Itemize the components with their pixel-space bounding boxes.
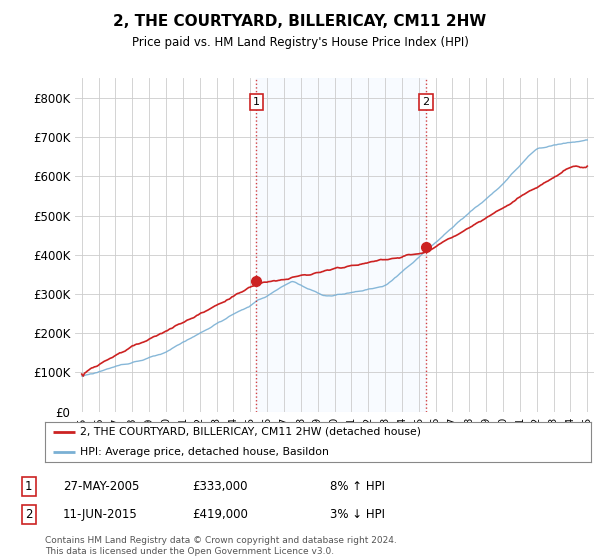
Bar [256, 78, 426, 412]
Text: 2: 2 [422, 97, 430, 107]
Text: 8% ↑ HPI: 8% ↑ HPI [330, 480, 385, 493]
Text: 27-MAY-2005: 27-MAY-2005 [63, 480, 139, 493]
Text: 2: 2 [25, 508, 32, 521]
Text: £419,000: £419,000 [192, 508, 248, 521]
Text: HPI: Average price, detached house, Basildon: HPI: Average price, detached house, Basi… [80, 447, 329, 457]
Text: 1: 1 [253, 97, 260, 107]
Text: £333,000: £333,000 [192, 480, 248, 493]
Text: Price paid vs. HM Land Registry's House Price Index (HPI): Price paid vs. HM Land Registry's House … [131, 36, 469, 49]
Text: 11-JUN-2015: 11-JUN-2015 [63, 508, 138, 521]
Text: 2, THE COURTYARD, BILLERICAY, CM11 2HW: 2, THE COURTYARD, BILLERICAY, CM11 2HW [113, 14, 487, 29]
Text: 2, THE COURTYARD, BILLERICAY, CM11 2HW (detached house): 2, THE COURTYARD, BILLERICAY, CM11 2HW (… [80, 427, 421, 437]
Text: Contains HM Land Registry data © Crown copyright and database right 2024.
This d: Contains HM Land Registry data © Crown c… [45, 536, 397, 556]
Text: 1: 1 [25, 480, 32, 493]
Text: 3% ↓ HPI: 3% ↓ HPI [330, 508, 385, 521]
